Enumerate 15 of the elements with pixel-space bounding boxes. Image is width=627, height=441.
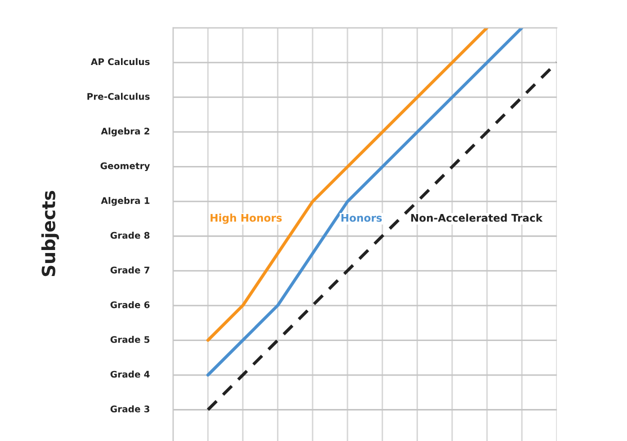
text: Subjects [41, 190, 59, 276]
text: Grade 8 [110, 232, 150, 239]
text: AP Calculus [90, 58, 150, 66]
text: Grade 6 [110, 301, 150, 308]
text: Algebra 1 [100, 197, 150, 206]
text: Algebra 2 [100, 128, 150, 136]
series-label: High Honors [210, 214, 282, 224]
text: Grade 3 [110, 405, 150, 412]
text: Grade 7 [110, 266, 150, 274]
text: Grade 4 [110, 370, 150, 378]
text: Geometry [100, 162, 150, 172]
text: Pre-Calculus [87, 92, 150, 100]
series-label: Non-Accelerated Track [411, 214, 543, 222]
series-label: Honors [341, 214, 382, 222]
text: Grade 5 [110, 336, 150, 343]
